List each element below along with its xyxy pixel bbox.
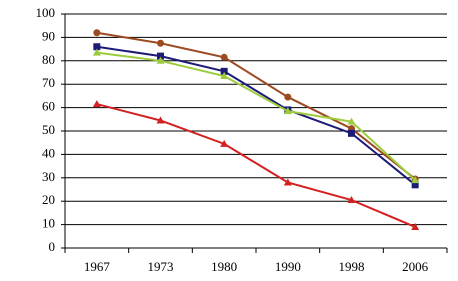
y-tick-label: 30 (42, 169, 55, 184)
x-tick-label: 1980 (211, 259, 237, 274)
marker (93, 43, 101, 51)
y-tick-label: 60 (42, 99, 55, 114)
y-tick-label: 50 (42, 122, 55, 137)
x-tick-label: 2006 (402, 259, 429, 274)
x-tick-label: 1973 (148, 259, 174, 274)
marker (220, 53, 228, 61)
marker (283, 107, 292, 115)
marker (347, 196, 356, 204)
marker (284, 93, 292, 101)
marker (411, 222, 420, 230)
y-tick-label: 80 (42, 52, 55, 67)
marker (283, 178, 292, 186)
marker (157, 39, 164, 47)
y-tick-label: 100 (36, 5, 56, 20)
marker (156, 116, 165, 124)
series-line (96, 51, 416, 181)
marker (220, 72, 229, 80)
y-tick-label: 20 (42, 192, 55, 207)
marker (411, 181, 419, 189)
y-tick-label: 90 (42, 28, 55, 43)
series-line (96, 103, 416, 228)
marker (93, 29, 101, 37)
series-line (96, 45, 416, 186)
x-tick-label: 1990 (275, 259, 301, 274)
x-tick-label: 1967 (84, 259, 111, 274)
marker (157, 52, 164, 60)
y-tick-label: 0 (49, 239, 56, 254)
marker (92, 48, 101, 56)
marker (92, 100, 101, 108)
series-line (96, 31, 416, 180)
marker (348, 129, 355, 137)
y-tick-label: 70 (42, 75, 55, 90)
marker (220, 139, 229, 147)
x-tick-label: 1998 (339, 259, 365, 274)
marker (347, 117, 356, 125)
y-tick-label: 40 (42, 145, 55, 160)
marker (156, 56, 165, 64)
y-tick-label: 10 (42, 216, 55, 231)
marker (411, 176, 420, 184)
marker (220, 67, 228, 75)
